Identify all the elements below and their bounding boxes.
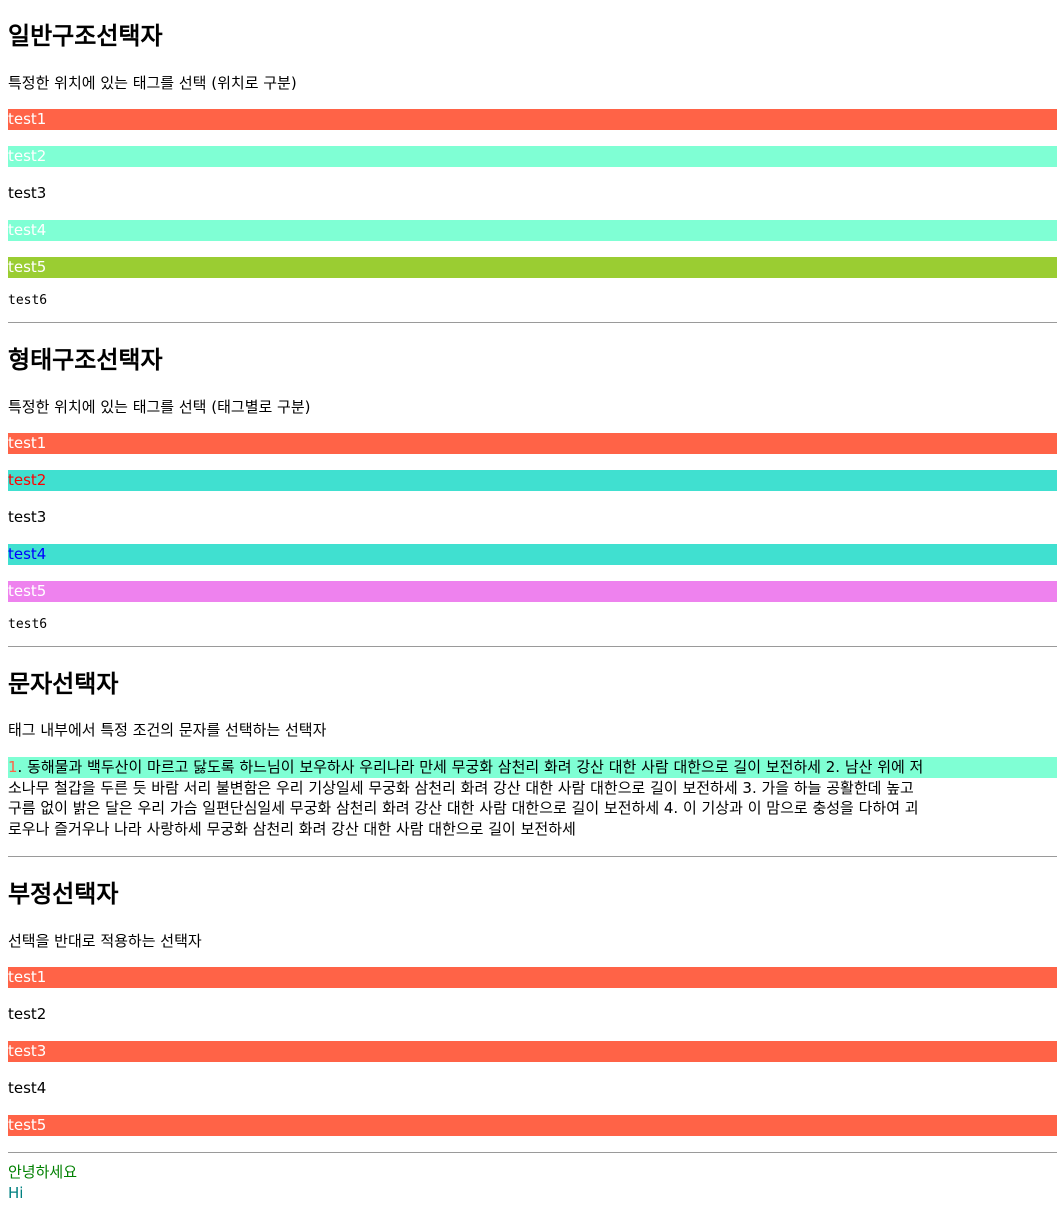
divider (8, 856, 1057, 857)
section4-description: 선택을 반대로 적용하는 선택자 (8, 932, 202, 950)
s1-item-5: test5 (8, 257, 1057, 278)
s1-item-6: test6 (8, 293, 48, 308)
s4-item-1: test1 (8, 967, 1057, 988)
s4-item-2: test2 (8, 1005, 47, 1023)
s2-item-3: test3 (8, 508, 47, 526)
s2-item-6: test6 (8, 617, 48, 632)
s4-item-4: test4 (8, 1079, 47, 1097)
s2-item-4: test4 (8, 544, 1057, 565)
s2-item-2: test2 (8, 470, 1057, 491)
anthem-paragraph: 1. 동해물과 백두산이 마르고 닳도록 하느님이 보우하사 우리나라 만세 무… (8, 757, 1057, 839)
s2-item-5: test5 (8, 581, 1057, 602)
divider (8, 322, 1057, 323)
section3-title: 문자선택자 (8, 670, 119, 698)
section1-description: 특정한 위치에 있는 태그를 선택 (위치로 구분) (8, 74, 297, 92)
poem-line-1: . 동해물과 백두산이 마르고 닳도록 하느님이 보우하사 우리나라 만세 무궁… (17, 758, 924, 776)
s4-item-5: test5 (8, 1115, 1057, 1136)
section3-description: 태그 내부에서 특정 조건의 문자를 선택하는 선택자 (8, 721, 327, 739)
first-letter: 1 (8, 758, 18, 776)
poem-line-2: 소나무 철갑을 두른 듯 바람 서리 불변함은 우리 기상일세 무궁화 삼천리 … (8, 778, 914, 797)
section2-description: 특정한 위치에 있는 태그를 선택 (태그별로 구분) (8, 398, 311, 416)
divider (8, 1152, 1057, 1153)
s1-item-1: test1 (8, 109, 1057, 130)
s4-item-3: test3 (8, 1041, 1057, 1062)
poem-line-4: 로우나 즐거우나 나라 사랑하세 무궁화 삼천리 화려 강산 대한 사람 대한으… (8, 819, 576, 838)
poem-first-line: 1. 동해물과 백두산이 마르고 닳도록 하느님이 보우하사 우리나라 만세 무… (8, 757, 1057, 778)
greeting-english: Hi (8, 1184, 24, 1202)
section2-title: 형태구조선택자 (8, 346, 163, 374)
s1-item-4: test4 (8, 220, 1057, 241)
greeting-korean: 안녕하세요 (8, 1163, 78, 1181)
s2-item-1: test1 (8, 433, 1057, 454)
section1-title: 일반구조선택자 (8, 22, 163, 50)
poem-line-3: 구름 없이 밝은 달은 우리 가슴 일편단심일세 무궁화 삼천리 화려 강산 대… (8, 799, 919, 817)
s1-item-2: test2 (8, 146, 1057, 167)
section4-title: 부정선택자 (8, 880, 119, 908)
divider (8, 646, 1057, 647)
s1-item-3: test3 (8, 184, 47, 202)
